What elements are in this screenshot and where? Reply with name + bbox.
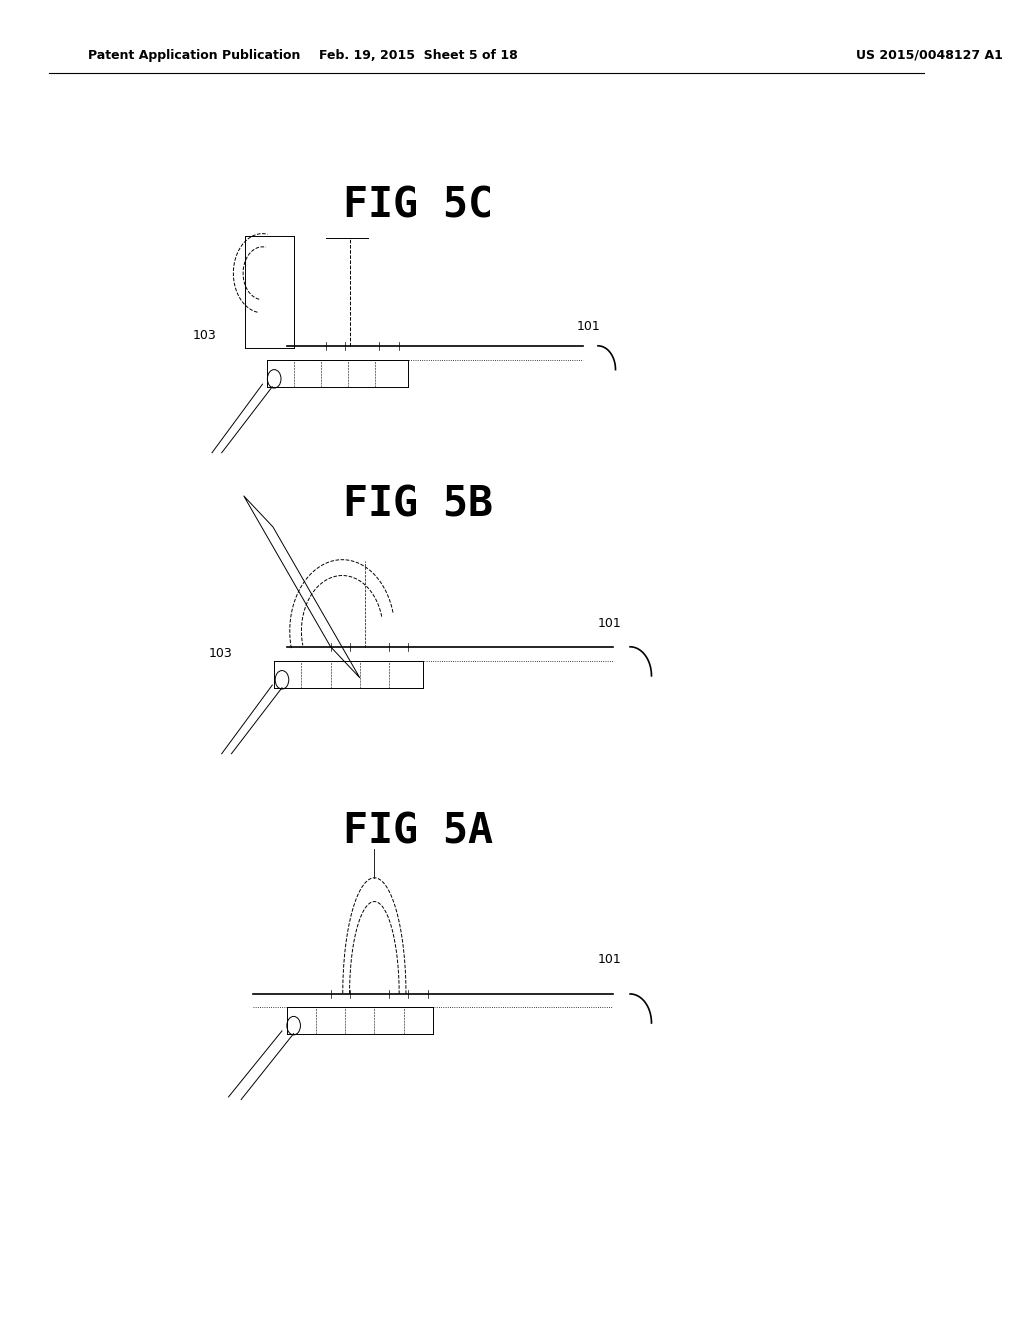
Text: Feb. 19, 2015  Sheet 5 of 18: Feb. 19, 2015 Sheet 5 of 18 [318,49,517,62]
Text: 101: 101 [598,616,622,630]
Text: US 2015/0048127 A1: US 2015/0048127 A1 [856,49,1002,62]
Text: 101: 101 [577,319,600,333]
Text: 103: 103 [209,647,232,660]
Text: FIG 5C: FIG 5C [343,185,494,227]
Text: FIG 5B: FIG 5B [343,483,494,525]
Text: 101: 101 [598,953,622,966]
Text: Patent Application Publication: Patent Application Publication [87,49,300,62]
Text: 103: 103 [193,329,216,342]
Text: FIG 5A: FIG 5A [343,810,494,853]
